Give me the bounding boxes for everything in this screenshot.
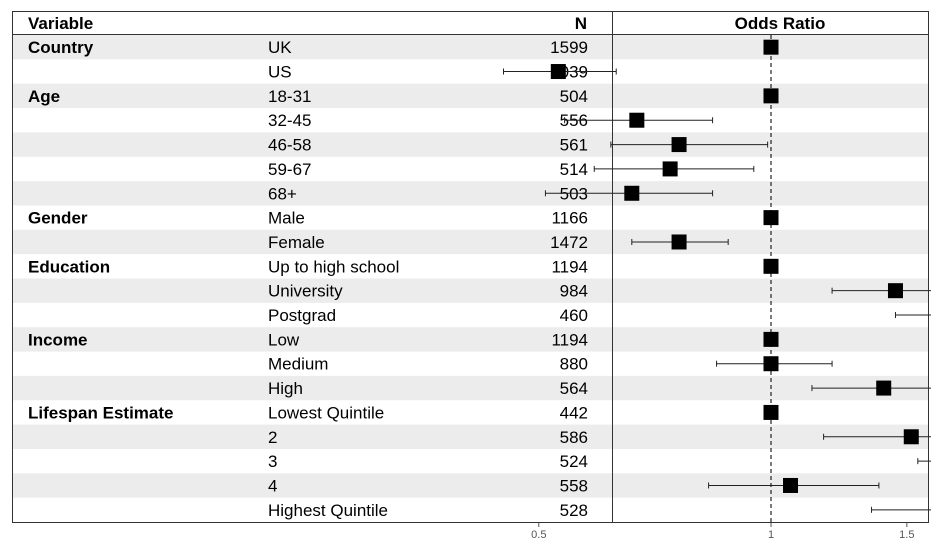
level-label: High bbox=[268, 379, 303, 398]
n-value: 528 bbox=[560, 501, 588, 520]
level-label: Low bbox=[268, 330, 300, 349]
variable-label: Education bbox=[28, 257, 110, 276]
level-label: 3 bbox=[268, 452, 277, 471]
level-label: University bbox=[268, 282, 343, 301]
odds-ratio-point bbox=[903, 429, 919, 445]
odds-ratio-point bbox=[662, 161, 678, 177]
odds-ratio-point bbox=[763, 404, 779, 420]
level-label: Highest Quintile bbox=[268, 501, 388, 520]
n-value: 880 bbox=[560, 355, 588, 374]
odds-ratio-point bbox=[629, 112, 645, 128]
odds-ratio-point bbox=[763, 210, 779, 226]
odds-ratio-point bbox=[763, 356, 779, 372]
odds-ratio-point bbox=[624, 185, 640, 201]
level-label: 18-31 bbox=[268, 87, 311, 106]
x-axis-ticks: 0.511.522.5 bbox=[531, 523, 914, 541]
n-value: 556 bbox=[560, 111, 588, 130]
n-value: 514 bbox=[560, 160, 588, 179]
row-stripe bbox=[13, 35, 928, 60]
row-stripe bbox=[13, 83, 928, 109]
x-tick-label: 1 bbox=[768, 529, 774, 541]
row-stripe bbox=[13, 375, 928, 401]
n-value: 1194 bbox=[551, 330, 588, 349]
level-label: 2 bbox=[268, 428, 277, 447]
row-stripe bbox=[13, 327, 928, 352]
odds-ratio-point bbox=[671, 137, 687, 153]
n-value: 1194 bbox=[551, 257, 588, 276]
row-stripe bbox=[13, 181, 928, 206]
n-value: 561 bbox=[560, 136, 588, 155]
row-stripe bbox=[13, 229, 928, 255]
level-label: Up to high school bbox=[268, 257, 399, 276]
variable-label: Age bbox=[28, 87, 60, 106]
row-stripe bbox=[13, 278, 928, 303]
x-tick-label: 1.5 bbox=[899, 529, 914, 541]
variable-label: Lifespan Estimate bbox=[28, 403, 174, 422]
n-value: 1472 bbox=[550, 233, 588, 252]
level-label: 4 bbox=[268, 476, 277, 495]
row-stripe bbox=[13, 424, 928, 449]
n-value: 564 bbox=[560, 379, 588, 398]
level-label: 46-58 bbox=[268, 136, 311, 155]
plot-marks bbox=[502, 39, 931, 513]
odds-ratio-point bbox=[763, 39, 779, 55]
variable-label: Income bbox=[28, 330, 88, 349]
n-value: 504 bbox=[560, 87, 588, 106]
level-label: 68+ bbox=[268, 184, 297, 203]
header-variable: Variable bbox=[28, 14, 93, 33]
odds-ratio-point bbox=[876, 380, 892, 396]
row-stripe bbox=[13, 132, 928, 157]
n-value: 524 bbox=[560, 452, 588, 471]
level-label: 59-67 bbox=[268, 160, 311, 179]
odds-ratio-point bbox=[783, 477, 799, 493]
header-odds-ratio: Odds Ratio bbox=[735, 14, 826, 33]
n-value: 442 bbox=[560, 403, 588, 422]
x-tick-label: 0.5 bbox=[531, 529, 546, 541]
odds-ratio-point bbox=[887, 283, 903, 299]
odds-ratio-point bbox=[671, 234, 687, 250]
n-value: 558 bbox=[560, 476, 588, 495]
n-value: 984 bbox=[560, 282, 588, 301]
n-value: 1166 bbox=[551, 209, 588, 228]
level-label: Postgrad bbox=[268, 306, 336, 325]
n-value: 460 bbox=[560, 306, 588, 325]
level-label: 32-45 bbox=[268, 111, 311, 130]
level-label: Male bbox=[268, 209, 305, 228]
variable-label: Gender bbox=[28, 209, 88, 228]
level-label: Medium bbox=[268, 355, 328, 374]
level-label: Lowest Quintile bbox=[268, 403, 384, 422]
level-label: UK bbox=[268, 38, 292, 57]
odds-ratio-point bbox=[763, 258, 779, 274]
n-value: 1599 bbox=[550, 38, 588, 57]
odds-ratio-point bbox=[550, 64, 566, 80]
n-value: 586 bbox=[560, 428, 588, 447]
header-n: N bbox=[575, 14, 587, 33]
level-label: US bbox=[268, 63, 292, 82]
odds-ratio-point bbox=[763, 88, 779, 104]
variable-label: Country bbox=[28, 38, 94, 57]
row-stripes bbox=[13, 35, 928, 498]
odds-ratio-point bbox=[763, 331, 779, 347]
level-label: Female bbox=[268, 233, 325, 252]
